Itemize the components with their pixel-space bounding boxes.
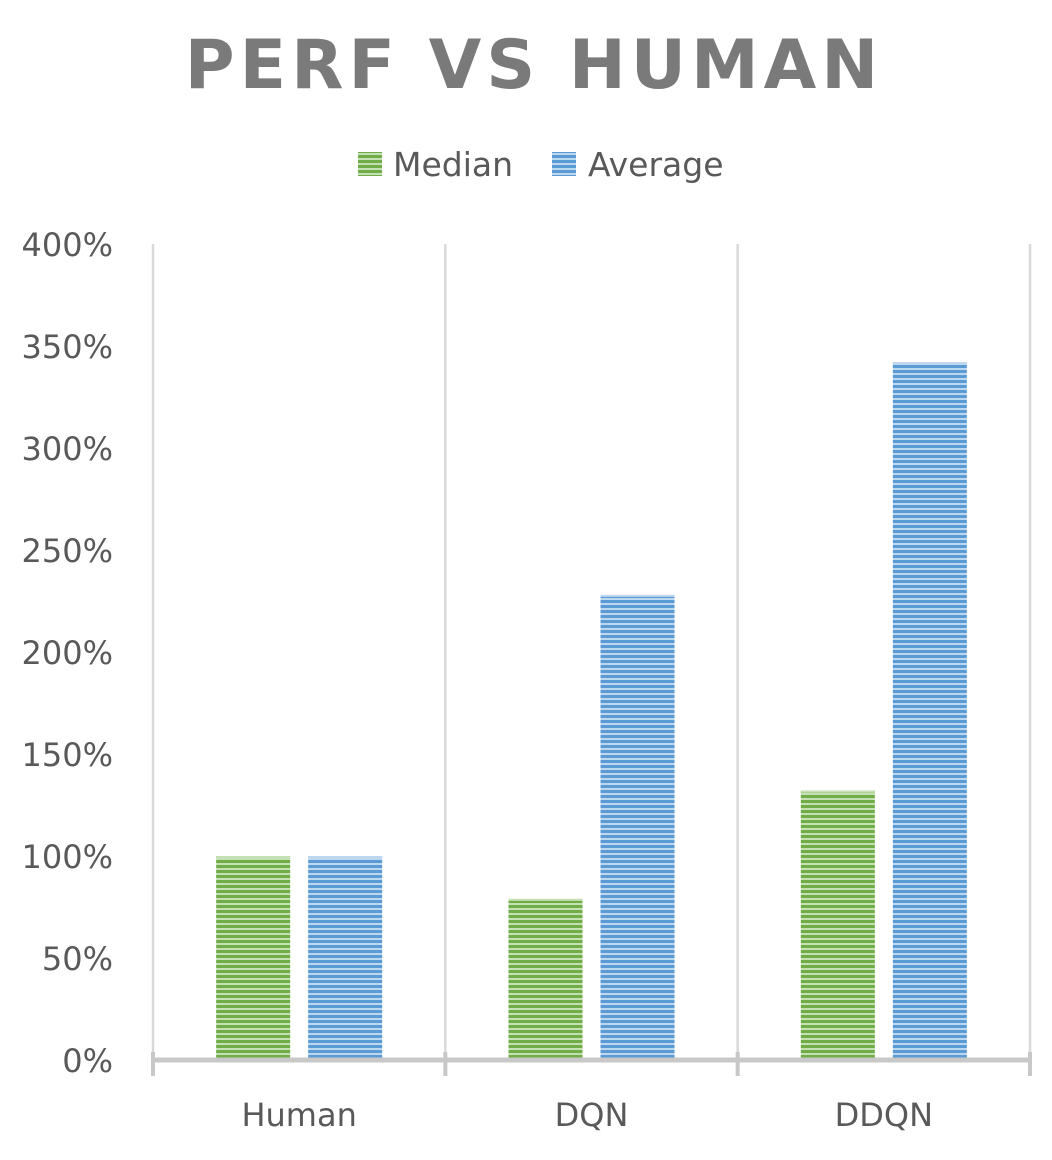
bar-median-ddqn xyxy=(800,790,875,1060)
legend-label-average: Average xyxy=(588,145,724,184)
y-tick-label: 50% xyxy=(42,940,113,978)
bar-median-human xyxy=(216,856,291,1060)
x-category-label: DDQN xyxy=(835,1096,933,1134)
grid xyxy=(151,244,1032,1060)
y-tick-label: 400% xyxy=(22,226,113,264)
x-category-label: DQN xyxy=(555,1096,629,1134)
x-category-label: Human xyxy=(241,1096,356,1134)
bar-median-dqn xyxy=(508,898,583,1060)
bar-average-dqn xyxy=(600,594,675,1060)
x-axis-category-labels: Human DQN DDQN xyxy=(241,1096,933,1134)
y-tick-label: 150% xyxy=(22,736,113,774)
y-tick-label: 200% xyxy=(22,634,113,672)
bar-average-ddqn xyxy=(892,362,967,1060)
y-tick-label: 300% xyxy=(22,430,113,468)
bars xyxy=(216,362,967,1060)
legend-swatch-average xyxy=(552,152,576,176)
y-tick-label: 250% xyxy=(22,532,113,570)
legend-swatch-median xyxy=(358,152,382,176)
x-axis xyxy=(151,1052,1032,1076)
y-tick-label: 350% xyxy=(22,328,113,366)
y-tick-label: 0% xyxy=(62,1042,113,1080)
y-tick-label: 100% xyxy=(22,838,113,876)
y-axis-tick-labels: 0% 50% 100% 150% 200% 250% 300% 350% 400% xyxy=(22,226,113,1080)
chart-title: PERF VS HUMAN xyxy=(185,26,883,105)
legend: Median Average xyxy=(358,145,724,184)
bar-average-human xyxy=(308,856,383,1060)
legend-label-median: Median xyxy=(393,145,513,184)
